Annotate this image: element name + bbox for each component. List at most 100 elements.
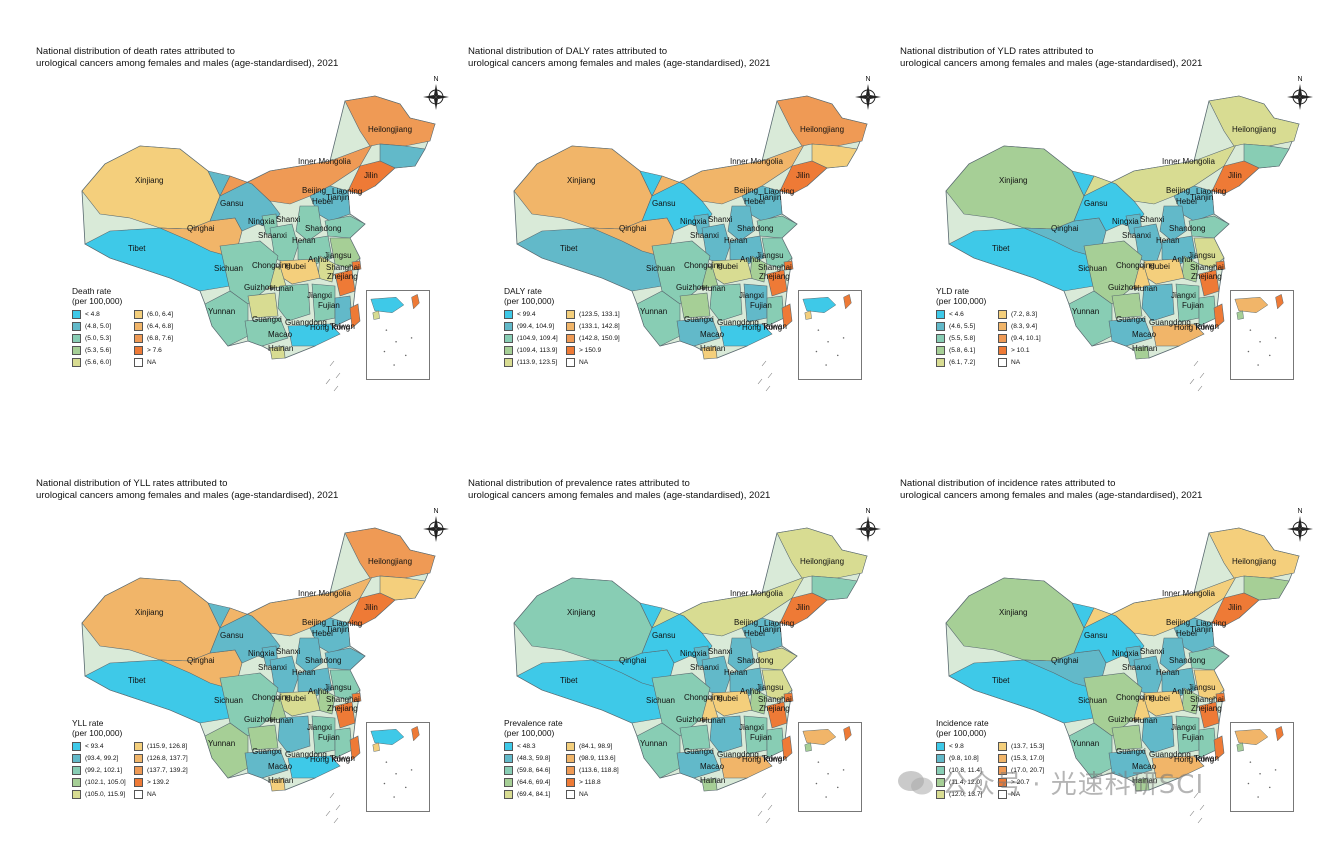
legend-label: NA (1011, 359, 1021, 366)
province-label-zhejiang: Zhejiang (327, 704, 358, 713)
province-label-shandong: Shandong (737, 224, 773, 233)
province-label-zhejiang: Zhejiang (759, 704, 790, 713)
island-mark (325, 810, 331, 817)
legend-label: (104.9, 109.4] (517, 335, 558, 342)
island-mark (765, 817, 771, 824)
inset-island (827, 341, 829, 343)
inset-region (843, 293, 852, 310)
legend-label: (69.4, 84.1] (517, 791, 551, 798)
province-label-taiwan: Taiwan (1194, 754, 1219, 763)
province-hunan (277, 283, 311, 322)
province-anhui (317, 255, 336, 283)
province-guangdong (287, 755, 341, 779)
watermark-text: 公众号 · 光速科研SCI (942, 770, 1205, 800)
province-label-jiangxi: Jiangxi (739, 291, 764, 300)
inset-island (1268, 786, 1271, 789)
province-label-chongqing: Chongqing (684, 261, 723, 270)
legend-item: > 139.2 (134, 778, 194, 787)
province-label-yunnan: Yunnan (640, 307, 667, 316)
inset-island (1274, 337, 1277, 339)
legend-swatch (134, 778, 143, 787)
inset-island (817, 329, 820, 331)
panel-title-line2: urological cancers among females and mal… (36, 490, 339, 501)
province-label-hainan: Hainan (700, 776, 725, 785)
province-label-beijing: Beijing (302, 186, 326, 195)
province-label-guangdong: Guangdong (717, 750, 759, 759)
legend-item: > 7.6 (134, 346, 194, 355)
legend-title-line2: (per 100,000) (72, 296, 123, 306)
legend-label: (5.0, 5.3] (85, 335, 112, 342)
legend-item: (48.3, 59.8] (504, 754, 566, 763)
province-label-shandong: Shandong (305, 224, 341, 233)
province-label-hebei: Hebei (312, 197, 333, 206)
island-mark (761, 360, 767, 367)
province-guangdong (719, 323, 773, 347)
legend-swatch (504, 742, 513, 751)
province-label-yunnan: Yunnan (640, 739, 667, 748)
legend-label: < 99.4 (517, 311, 536, 318)
legend-title: YLD rate (per 100,000) (936, 286, 1058, 306)
province-label-tibet: Tibet (560, 676, 578, 685)
province-zhejiang (334, 701, 356, 729)
province-label-macao: Macao (1132, 330, 1157, 339)
legend-swatch (134, 742, 143, 751)
legend-label: (109.4, 113.9] (517, 347, 558, 354)
province-label-heilongjiang: Heilongjiang (1232, 125, 1276, 134)
north-label: N (865, 76, 870, 83)
province-label-taiwan: Taiwan (762, 754, 787, 763)
province-shanghai (783, 692, 794, 703)
inset-region (802, 728, 837, 745)
legend-label: (123.5, 133.1] (579, 311, 620, 318)
legend: DALY rate (per 100,000) < 99.4 (123.5, 133.… (504, 286, 626, 367)
legend-label: (5.6, 6.0] (85, 359, 112, 366)
province-shanghai (1215, 692, 1226, 703)
inset-island (1268, 354, 1271, 357)
province-label-guangdong: Guangdong (1149, 318, 1191, 327)
inset-region (1234, 296, 1269, 313)
province-label-hunan: Hunan (270, 716, 294, 725)
panel-title: National distribution of DALY rates attr… (468, 46, 848, 70)
island-mark (767, 372, 773, 379)
legend: YLD rate (per 100,000) < 4.6 (7.2, 8.3] (4.6… (936, 286, 1058, 367)
province-label-inner-mongolia: Inner Mongolia (730, 157, 783, 166)
legend-item: (6.8, 7.6] (134, 334, 194, 343)
legend-item: (12.0, 13.7] (936, 790, 998, 799)
legend-item: (15.3, 17.0] (998, 754, 1058, 763)
province-label-hebei: Hebei (312, 629, 333, 638)
province-label-gansu: Gansu (652, 199, 676, 208)
province-label-hebei: Hebei (744, 629, 765, 638)
province-label-shanghai: Shanghai (758, 263, 792, 272)
legend-title-line1: Incidence rate (936, 718, 989, 728)
province-shanghai (351, 260, 362, 271)
province-taiwan (349, 303, 361, 329)
province-label-henan: Henan (1156, 236, 1180, 245)
inset-island (817, 761, 820, 763)
province-heilongjiang (776, 95, 868, 147)
province-label-beijing: Beijing (302, 618, 326, 627)
province-label-liaoning: Liaoning (332, 187, 362, 196)
province-label-inner-mongolia: Inner Mongolia (730, 589, 783, 598)
province-label-inner-mongolia: Inner Mongolia (298, 157, 351, 166)
province-label-fujian: Fujian (318, 733, 340, 742)
legend-label: (10.8, 11.4] (949, 767, 982, 774)
province-label-tibet: Tibet (992, 676, 1010, 685)
province-label-sichuan: Sichuan (646, 696, 675, 705)
inset-island (1257, 796, 1259, 798)
legend-title-line1: Death rate (72, 286, 112, 296)
province-label-hubei: Hubei (285, 694, 306, 703)
legend-label: < 93.4 (85, 743, 104, 750)
province-label-henan: Henan (724, 668, 748, 677)
province-label-hebei: Hebei (1176, 629, 1197, 638)
legend: YLL rate (per 100,000) < 93.4 (115.9, 126.8… (72, 718, 194, 799)
legend-swatch (504, 766, 513, 775)
province-label-hunan: Hunan (702, 284, 726, 293)
south-china-sea-inset (1230, 290, 1294, 380)
island-mark (1193, 360, 1199, 367)
legend-swatch (134, 766, 143, 775)
china-map: Xinjiang Tibet Qinghai Gansu Inner Mongolia H… (945, 527, 1300, 824)
province-guangdong (287, 323, 341, 347)
panel-title-line2: urological cancers among females and mal… (900, 58, 1203, 69)
legend-swatch (936, 778, 945, 787)
legend-label: (48.3, 59.8] (517, 755, 551, 762)
province-shanxi (1159, 205, 1187, 242)
